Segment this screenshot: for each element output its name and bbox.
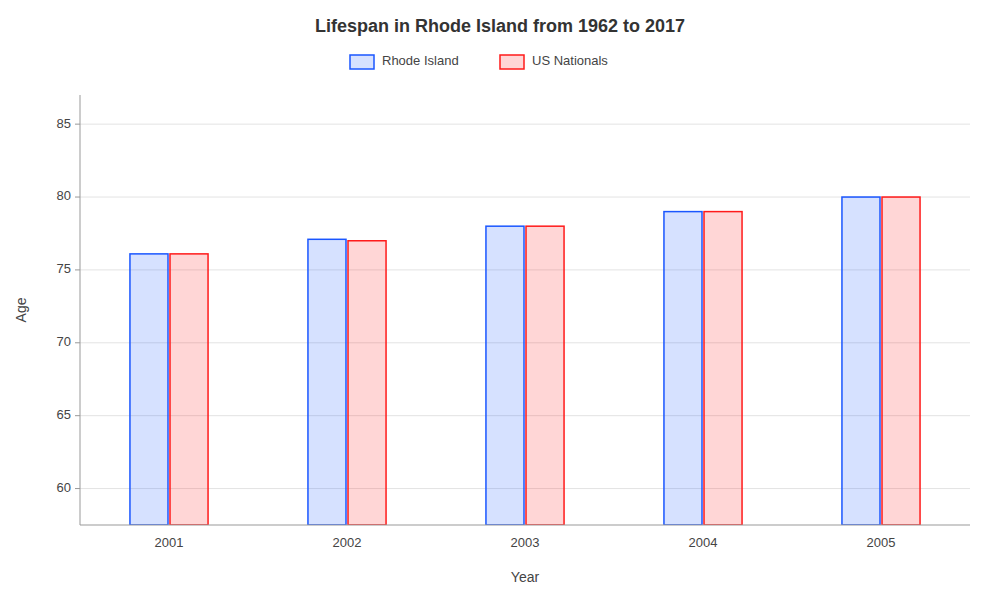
bar xyxy=(170,254,208,525)
axis-label: Year xyxy=(511,569,540,585)
grid-line xyxy=(80,197,970,198)
tick-mark xyxy=(75,269,80,270)
grid-line xyxy=(80,269,970,270)
title: Lifespan in Rhode Island from 1962 to 20… xyxy=(315,16,685,36)
tick-mark xyxy=(75,197,80,198)
tick-label: 80 xyxy=(57,188,71,203)
tick-label: 2005 xyxy=(867,535,896,550)
legend-swatch xyxy=(350,55,374,69)
grid-line xyxy=(80,124,970,125)
axis-label: Age xyxy=(13,297,29,322)
bars xyxy=(130,197,920,525)
tick-mark xyxy=(75,415,80,416)
chart-container: 60 65 70 75 80 85 2001 2002 2003 2004 2005 Lifespan… xyxy=(0,0,1000,600)
bar xyxy=(664,212,702,525)
tick-label: 60 xyxy=(57,480,71,495)
legend-label: US Nationals xyxy=(532,53,608,68)
tick-label: 2001 xyxy=(155,535,184,550)
grid-line xyxy=(80,342,970,343)
tick-label: 2002 xyxy=(333,535,362,550)
y-axis-line xyxy=(80,95,81,525)
tick-mark xyxy=(75,488,80,489)
tick-label: 65 xyxy=(57,407,71,422)
x-axis: 2001 2002 2003 2004 2005 xyxy=(155,535,896,550)
bar xyxy=(130,254,168,525)
tick-label: 2003 xyxy=(511,535,540,550)
bar xyxy=(842,197,880,525)
bar xyxy=(486,226,524,525)
legend: Rhode Island US Nationals xyxy=(350,53,608,69)
legend-swatch xyxy=(500,55,524,69)
tick-mark xyxy=(75,342,80,343)
bar xyxy=(882,197,920,525)
grid-line xyxy=(80,488,970,489)
tick-label: 75 xyxy=(57,261,71,276)
tick-label: 85 xyxy=(57,116,71,131)
bar xyxy=(348,241,386,525)
bar xyxy=(704,212,742,525)
tick-label: 70 xyxy=(57,334,71,349)
tick-label: 2004 xyxy=(689,535,718,550)
x-axis-line xyxy=(80,525,970,526)
grid-line xyxy=(80,415,970,416)
legend-label: Rhode Island xyxy=(382,53,459,68)
bar xyxy=(526,226,564,525)
bar xyxy=(308,239,346,525)
tick-mark xyxy=(75,124,80,125)
chart: 60 65 70 75 80 85 2001 2002 2003 2004 2005 Lifespan… xyxy=(0,0,1000,600)
background xyxy=(0,0,1000,600)
